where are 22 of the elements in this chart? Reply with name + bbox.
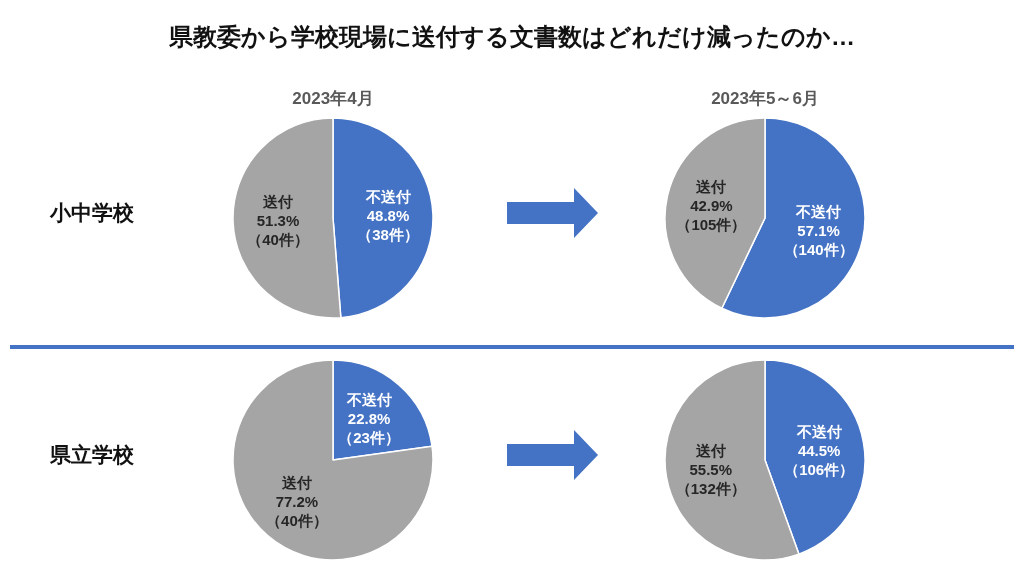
- data-label: 55.5% （132件）: [675, 460, 746, 497]
- chart-subtitle: 2023年4月: [292, 89, 374, 108]
- slice-label: 送付: [695, 178, 727, 196]
- slice-label: 不送付: [345, 390, 392, 408]
- data-label: 48.8% （38件）: [357, 207, 419, 244]
- pie-slice: [232, 359, 434, 561]
- data-label: 51.3% （40件）: [247, 211, 309, 248]
- data-label: 42.9% （105件）: [676, 197, 747, 234]
- chart-subtitle: 2023年5～6月: [711, 89, 819, 108]
- slice-label: 不送付: [795, 202, 842, 220]
- text: 小中学校: [49, 201, 135, 224]
- text: 県立学校: [49, 443, 135, 466]
- slice-label: 送付: [280, 473, 312, 491]
- data-label: 77.2% （40件）: [266, 492, 328, 529]
- data-label: 22.8% （23件）: [338, 409, 400, 446]
- slice-label: 送付: [262, 192, 293, 210]
- data-label: 57.1% （140件）: [783, 221, 854, 258]
- slice-label: 不送付: [364, 188, 411, 206]
- text: 県教委から学校現場に送付する文書数はどれだけ減ったのか…: [168, 23, 855, 50]
- data-label: 44.5% （106件）: [784, 441, 855, 478]
- slice-label: 送付: [694, 441, 726, 459]
- slice-label: 不送付: [795, 422, 842, 440]
